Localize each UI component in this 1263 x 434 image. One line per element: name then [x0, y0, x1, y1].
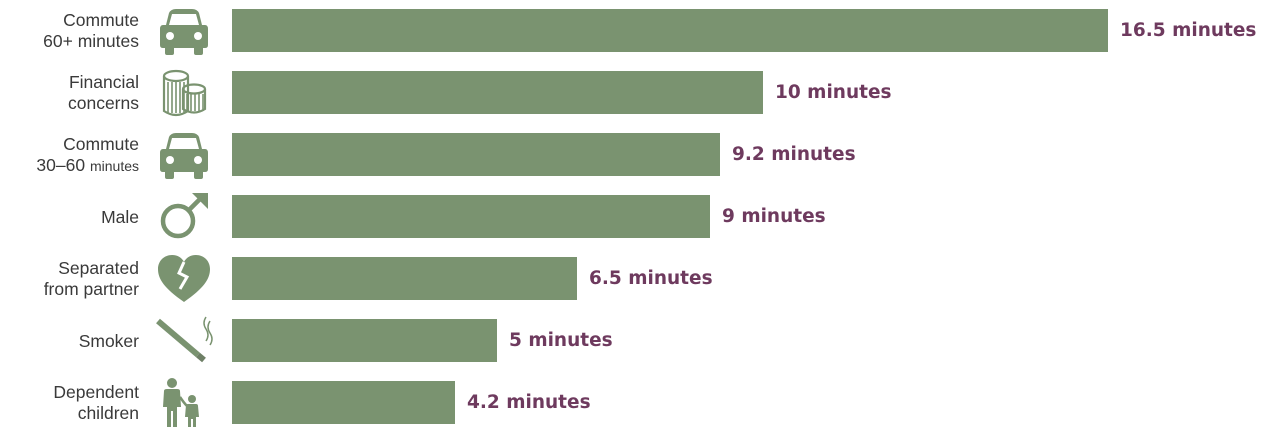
value-label: 4.2 minutes — [467, 392, 591, 413]
category-label-line2: 60+ minutes — [43, 30, 139, 51]
car-icon — [154, 5, 214, 57]
category-label: Financial concerns — [68, 62, 139, 124]
category-label-line2: children — [77, 402, 139, 423]
category-label-line2: concerns — [67, 92, 139, 113]
category-label-line1: Smoker — [78, 330, 139, 351]
bar — [232, 257, 577, 300]
bar-row: Financial concerns 10 minutes — [0, 62, 1263, 124]
bar-row: Separated from partner 6.5 minutes — [0, 248, 1263, 310]
category-label: Commute 30–60 minutes — [36, 124, 139, 186]
value-label: 9 minutes — [722, 206, 826, 227]
category-label: Commute 60+ minutes — [43, 0, 139, 62]
value-label: 9.2 minutes — [732, 144, 856, 165]
bar — [232, 133, 720, 176]
bar — [232, 9, 1108, 52]
category-label: Dependent children — [53, 372, 139, 434]
bar — [232, 319, 497, 362]
bar-row: Dependent children 4.2 minutes — [0, 372, 1263, 434]
category-label-line1: Separated — [58, 257, 139, 278]
category-label: Separated from partner — [44, 248, 139, 310]
category-label: Male — [101, 186, 139, 248]
broken-heart-icon — [154, 253, 214, 305]
cigarette-icon — [154, 315, 214, 367]
category-label-line1: Dependent — [53, 381, 139, 402]
value-label: 6.5 minutes — [589, 268, 713, 289]
bar — [232, 71, 763, 114]
category-label-line2: from partner — [43, 278, 139, 299]
bar-row: Commute 60+ minutes 16.5 minutes — [0, 0, 1263, 62]
car-icon — [154, 129, 214, 181]
category-label-line2: 30–60 minutes — [36, 154, 139, 175]
value-label: 5 minutes — [509, 330, 613, 351]
parent-child-icon — [154, 377, 214, 429]
bar-row: Smoker 5 minutes — [0, 310, 1263, 372]
male-symbol-icon — [154, 191, 214, 243]
category-label: Smoker — [79, 310, 139, 372]
bar — [232, 381, 455, 424]
category-label-line1: Commute — [63, 9, 139, 30]
coins-icon — [154, 67, 214, 119]
bar-row: Commute 30–60 minutes 9.2 minutes — [0, 124, 1263, 186]
bar-row: Male 9 minutes — [0, 186, 1263, 248]
category-label-line1: Male — [101, 206, 139, 227]
category-label-line1: Financial — [68, 71, 139, 92]
bar — [232, 195, 710, 238]
category-label-line1: Commute — [63, 133, 139, 154]
value-label: 16.5 minutes — [1120, 20, 1257, 41]
value-label: 10 minutes — [775, 82, 892, 103]
